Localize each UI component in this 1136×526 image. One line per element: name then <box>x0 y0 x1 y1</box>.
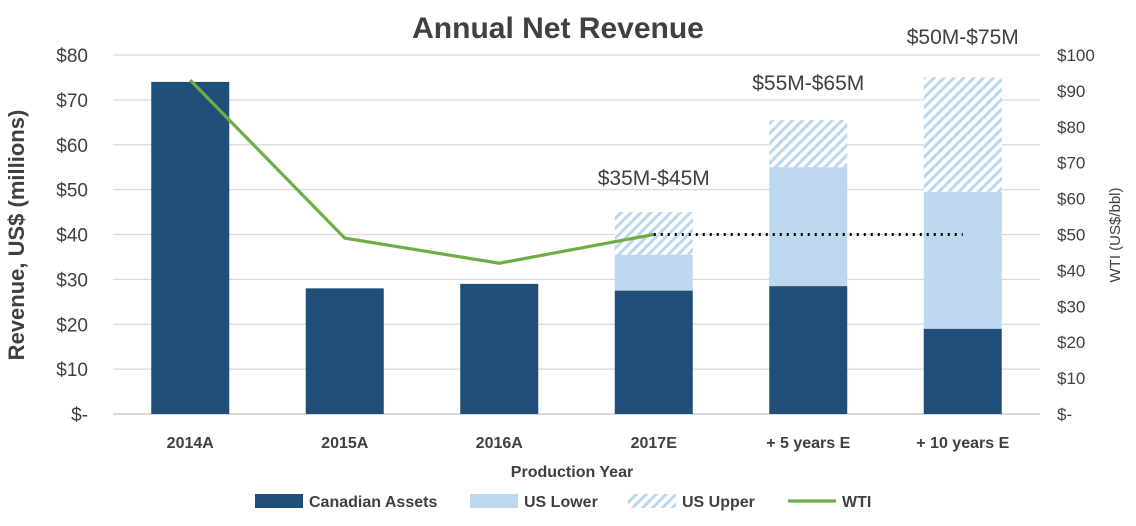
range-annotation: $50M-$75M <box>907 26 1019 49</box>
legend-label: WTI <box>842 494 871 511</box>
y-tick-label: $60 <box>56 136 88 157</box>
range-annotation: $35M-$45M <box>598 167 710 190</box>
legend-swatch <box>470 494 518 508</box>
y-tick-label: $20 <box>56 315 88 336</box>
x-tick-label: 2014A <box>167 435 215 452</box>
y-tick-label: $40 <box>56 226 88 247</box>
y-tick-label: $50 <box>56 181 88 202</box>
y-axis-label: Revenue, US$ (millions) <box>4 110 29 361</box>
x-axis-label: Production Year <box>511 464 633 481</box>
bar-canadian-assets <box>769 286 848 414</box>
bar-canadian-assets <box>460 283 539 414</box>
y2-tick-label: $70 <box>1057 154 1085 173</box>
bar-canadian-assets <box>614 290 693 414</box>
x-tick-label: 2015A <box>321 435 369 452</box>
chart-title: Annual Net Revenue <box>412 12 704 45</box>
legend-label: Canadian Assets <box>309 494 437 511</box>
legend-label: US Lower <box>524 494 598 511</box>
y-tick-label: $- <box>71 405 88 426</box>
bar-us-lower <box>614 254 693 291</box>
y2-tick-label: $30 <box>1057 297 1085 316</box>
x-tick-label: 2017E <box>631 435 678 452</box>
y2-tick-label: $100 <box>1057 46 1095 65</box>
y2-tick-label: $10 <box>1057 369 1085 388</box>
x-tick-label: + 5 years E <box>766 435 850 452</box>
legend-label: US Upper <box>682 494 755 511</box>
bar-canadian-assets <box>923 328 1002 414</box>
y2-tick-label: $90 <box>1057 82 1085 101</box>
bar-us-lower <box>769 167 848 287</box>
legend-swatch <box>628 494 676 508</box>
x-tick-label: + 10 years E <box>916 435 1009 452</box>
range-annotation: $55M-$65M <box>752 72 864 95</box>
bar-us-lower <box>923 191 1002 329</box>
x-tick-label: 2016A <box>476 435 524 452</box>
y2-tick-label: $40 <box>1057 261 1085 280</box>
bar-us-upper <box>769 120 848 168</box>
y-tick-label: $30 <box>56 270 88 291</box>
y2-tick-label: $20 <box>1057 333 1085 352</box>
y2-tick-label: $- <box>1057 405 1072 424</box>
y2-tick-label: $60 <box>1057 190 1085 209</box>
legend-swatch <box>255 494 303 508</box>
bar-canadian-assets <box>305 288 384 414</box>
y2-axis-label: WTI (US$/bbl) <box>1107 187 1124 282</box>
y2-tick-label: $80 <box>1057 118 1085 137</box>
line-wti <box>189 79 655 265</box>
bar-us-upper <box>923 77 1002 192</box>
y-tick-label: $70 <box>56 91 88 112</box>
bar-canadian-assets <box>151 81 230 415</box>
y2-tick-label: $50 <box>1057 226 1085 245</box>
y-tick-label: $80 <box>56 46 88 67</box>
y-tick-label: $10 <box>56 360 88 381</box>
